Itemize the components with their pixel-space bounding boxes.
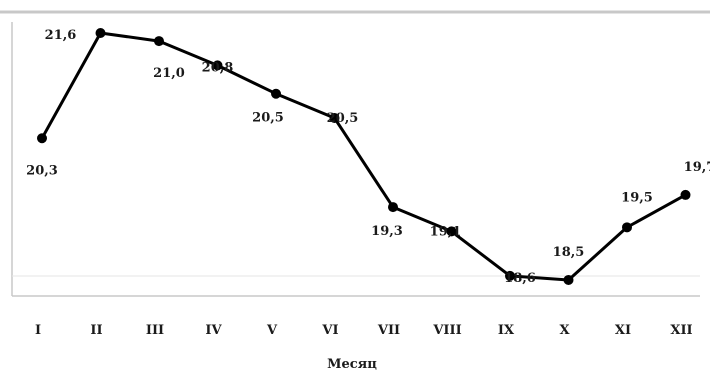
x-tick-labels: I II III IV V VI VII VIII IX X XI XII: [35, 323, 693, 338]
data-label-IX: 18,6: [504, 271, 536, 286]
data-label-VIII: 19,1: [430, 224, 462, 239]
x-tick-I: I: [35, 323, 41, 338]
data-point-IX: [505, 270, 515, 281]
data-point-III: [154, 36, 164, 47]
series-line: [40, 31, 687, 282]
data-point-IV: [212, 60, 223, 71]
x-tick-IV: IV: [205, 323, 222, 338]
data-label-XII: 19,7: [684, 160, 710, 175]
x-tick-XII: XII: [670, 323, 692, 338]
data-label-XI: 19,5: [621, 190, 653, 205]
data-point-II: [95, 28, 106, 38]
series-markers: [37, 28, 691, 285]
data-point-I: [37, 133, 47, 144]
data-label-X: 18,5: [553, 245, 585, 260]
x-tick-II: II: [90, 323, 102, 338]
data-label-VI: 20,5: [327, 111, 359, 126]
x-tick-IX: IX: [498, 323, 515, 338]
x-tick-V: V: [266, 323, 278, 338]
data-point-X: [563, 274, 574, 285]
data-label-I: 20,3: [26, 163, 58, 178]
data-label-VII: 19,3: [371, 224, 403, 239]
data-point-V: [271, 88, 281, 99]
x-tick-X: X: [559, 323, 570, 338]
x-tick-III: III: [146, 323, 164, 338]
x-tick-VIII: VIII: [432, 323, 461, 338]
data-labels: 20,3 21,6 21,0 20,8 20,5 20,5 19,3 19,1 18,6 18,5…: [26, 28, 710, 286]
data-label-III: 21,0: [153, 66, 185, 81]
x-tick-VI: VI: [321, 323, 338, 338]
x-tick-VII: VII: [377, 323, 400, 338]
data-label-II: 21,6: [45, 28, 77, 43]
data-point-VII: [388, 202, 398, 213]
data-point-VI: [329, 113, 340, 124]
x-tick-XI: XI: [615, 323, 631, 338]
data-point-VIII: [446, 226, 457, 237]
data-point-XII: [680, 189, 691, 200]
data-label-IV: 20,8: [202, 60, 234, 75]
x-axis-title: Месяц: [327, 357, 377, 371]
data-point-XI: [622, 222, 632, 233]
data-label-V: 20,5: [252, 111, 284, 126]
